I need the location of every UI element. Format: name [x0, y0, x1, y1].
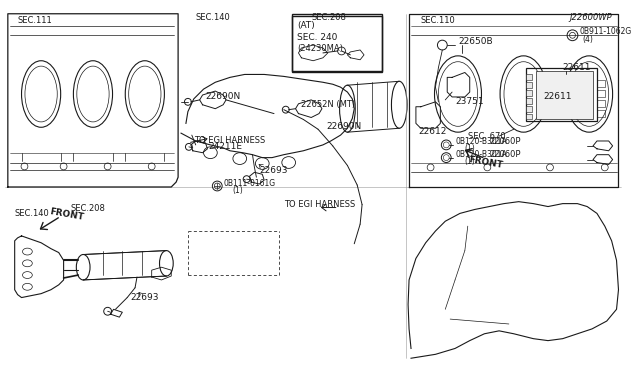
Bar: [536, 71, 593, 119]
Text: (4): (4): [582, 35, 593, 44]
Text: (1): (1): [465, 144, 476, 153]
Text: SEC.110: SEC.110: [421, 16, 456, 25]
Text: 22611: 22611: [563, 63, 591, 72]
Text: SEC.140: SEC.140: [15, 209, 49, 218]
Text: SEC. 670: SEC. 670: [468, 132, 506, 141]
Text: (AT): (AT): [298, 21, 316, 30]
Bar: [527, 98, 532, 104]
Text: (24230MA): (24230MA): [298, 44, 344, 52]
Text: 22690N: 22690N: [326, 122, 361, 131]
Text: 0B120-B301A: 0B120-B301A: [455, 138, 507, 147]
Text: 22693: 22693: [130, 293, 159, 302]
Text: TO EGI HARNESS: TO EGI HARNESS: [284, 200, 355, 209]
Bar: [527, 74, 532, 80]
Bar: [527, 68, 597, 121]
Text: 0B111-0161G: 0B111-0161G: [223, 179, 275, 187]
Text: SEC.208: SEC.208: [311, 13, 346, 22]
Text: 22060P: 22060P: [490, 150, 521, 159]
Bar: [597, 80, 605, 87]
Bar: [292, 14, 381, 71]
Text: 22612: 22612: [418, 127, 446, 136]
Text: 22693: 22693: [259, 166, 288, 175]
Text: 22650B: 22650B: [458, 37, 493, 46]
Text: (1): (1): [465, 157, 476, 166]
Text: 0B120-B301A: 0B120-B301A: [455, 150, 507, 159]
Text: FRONT: FRONT: [468, 155, 504, 170]
Bar: [527, 82, 532, 88]
Bar: [292, 16, 381, 73]
Text: 23751: 23751: [455, 97, 484, 106]
Text: J22600WP: J22600WP: [570, 13, 612, 22]
Text: SEC.140: SEC.140: [196, 13, 230, 22]
Bar: [597, 110, 605, 116]
Text: 22611: 22611: [543, 93, 572, 102]
Text: 24211E: 24211E: [209, 142, 243, 151]
Text: (1): (1): [232, 186, 243, 195]
Text: TO EGI HARNESS: TO EGI HARNESS: [194, 137, 265, 145]
Text: FRONT: FRONT: [49, 207, 84, 222]
Bar: [527, 90, 532, 96]
Text: 0B911-1062G: 0B911-1062G: [579, 27, 632, 36]
Bar: [597, 90, 605, 97]
Bar: [527, 106, 532, 112]
Text: 22690N: 22690N: [205, 93, 241, 102]
Text: SEC.208: SEC.208: [70, 204, 106, 213]
Text: 22652N (MT): 22652N (MT): [301, 100, 356, 109]
Bar: [527, 113, 532, 119]
Text: SEC. 240: SEC. 240: [298, 33, 338, 42]
Bar: [597, 100, 605, 107]
Text: 22060P: 22060P: [490, 138, 521, 147]
Text: SEC.111: SEC.111: [18, 16, 52, 25]
